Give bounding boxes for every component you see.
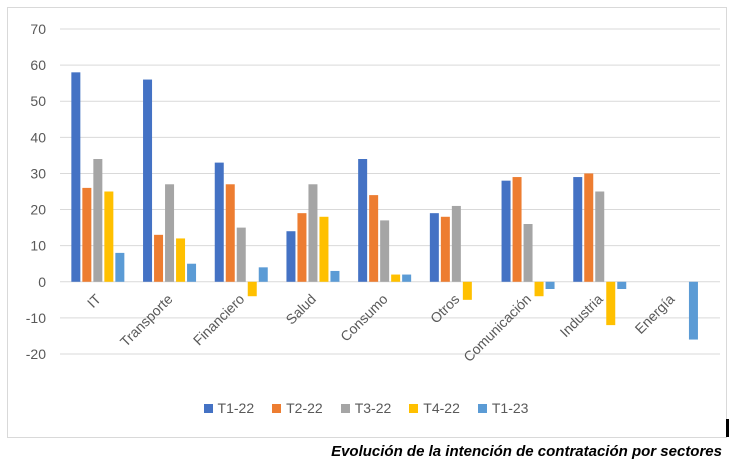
bar-t3-22 — [236, 227, 246, 282]
legend-item: T1-22 — [203, 400, 255, 416]
bar-t2-22 — [297, 213, 307, 282]
bar-t1-22 — [501, 180, 511, 282]
legend-item: T2-22 — [272, 400, 323, 416]
category-label: Transporte — [117, 291, 176, 350]
category-label: Industria — [557, 291, 606, 340]
bar-t4-22 — [247, 281, 257, 297]
legend-label: T1-23 — [491, 400, 529, 416]
bar-t4-22 — [104, 191, 114, 282]
bar-t2-22 — [225, 184, 235, 282]
y-tick-label: 50 — [30, 93, 46, 109]
bar-t4-22 — [534, 281, 544, 297]
category-label: Financiero — [190, 291, 248, 349]
bar-t1-23 — [402, 274, 412, 282]
legend-item: T1-23 — [477, 400, 529, 416]
y-tick-label: -10 — [26, 310, 46, 326]
legend-swatch — [272, 403, 282, 413]
bar-t2-22 — [154, 234, 164, 282]
legend-label: T1-22 — [217, 400, 255, 416]
bar-t1-23 — [545, 281, 555, 289]
bar-t3-22 — [165, 184, 175, 282]
y-tick-label: 70 — [30, 21, 46, 37]
legend-item: T4-22 — [409, 400, 460, 416]
bar-t4-22 — [606, 281, 616, 326]
bar-t3-22 — [595, 191, 605, 282]
category-label: IT — [84, 290, 104, 310]
bar-t2-22 — [440, 216, 450, 282]
bar-t1-23 — [688, 281, 698, 340]
legend-swatch — [477, 403, 487, 413]
bar-t4-22 — [391, 274, 401, 282]
bar-t3-22 — [380, 220, 390, 282]
bar-t1-23 — [115, 252, 125, 282]
bar-t2-22 — [512, 177, 522, 282]
bar-t3-22 — [451, 205, 461, 282]
bar-t2-22 — [369, 195, 379, 282]
category-label: Otros — [427, 291, 463, 327]
bar-t1-22 — [573, 177, 583, 282]
y-tick-label: 60 — [30, 57, 46, 73]
bar-t1-23 — [187, 263, 197, 282]
bar-t1-22 — [214, 162, 224, 282]
bar-t4-22 — [319, 216, 329, 282]
bar-t1-22 — [143, 79, 153, 282]
category-label: Salud — [282, 291, 319, 328]
legend-label: T2-22 — [286, 400, 323, 416]
bar-t3-22 — [308, 184, 318, 282]
chart-frame — [7, 7, 727, 438]
black-marker — [726, 419, 729, 437]
legend-label: T4-22 — [423, 400, 460, 416]
bar-t1-23 — [617, 281, 627, 289]
legend-swatch — [340, 403, 350, 413]
y-tick-label: 10 — [30, 238, 46, 254]
y-tick-label: 20 — [30, 202, 46, 218]
bar-t3-22 — [93, 159, 103, 282]
bar-t4-22 — [462, 281, 472, 300]
legend-swatch — [409, 403, 419, 413]
bar-t2-22 — [82, 187, 92, 282]
y-tick-label: 0 — [38, 274, 46, 290]
bar-t2-22 — [584, 173, 594, 282]
y-tick-label: 40 — [30, 129, 46, 145]
bar-t1-22 — [286, 231, 296, 282]
legend: T1-22 T2-22 T3-22 T4-22 T1-23 — [0, 400, 732, 416]
bar-t4-22 — [176, 238, 186, 282]
y-tick-label: -20 — [26, 346, 46, 362]
legend-swatch — [203, 403, 213, 413]
bar-t1-23 — [330, 270, 340, 282]
bar-t1-22 — [429, 213, 439, 282]
bar-t3-22 — [523, 224, 533, 282]
bar-chart: 70 60 50 40 30 20 10 0 -10 -20 IT Transporte Financi… — [26, 21, 720, 365]
legend-item: T3-22 — [340, 400, 392, 416]
bar-t1-22 — [71, 72, 81, 282]
category-label: Energía — [632, 291, 678, 337]
y-tick-label: 30 — [30, 165, 46, 181]
chart-caption: Evolución de la intención de contratació… — [331, 443, 722, 460]
bar-t1-22 — [358, 159, 368, 282]
bar-t1-23 — [258, 267, 268, 282]
legend-label: T3-22 — [354, 400, 392, 416]
